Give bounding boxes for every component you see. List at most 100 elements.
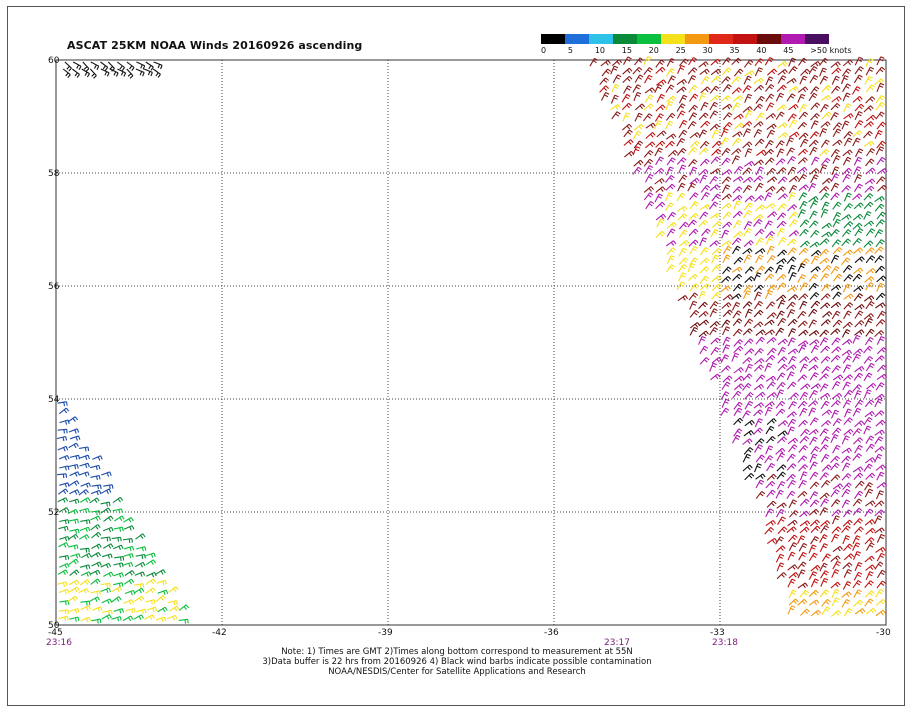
wind-barb	[742, 453, 751, 463]
wind-barb	[776, 282, 787, 291]
wind-barb	[841, 120, 850, 130]
wind-barb	[699, 174, 708, 184]
wind-barb	[808, 544, 817, 554]
wind-barb	[135, 68, 145, 77]
wind-barb	[798, 57, 808, 66]
wind-barb	[688, 213, 699, 221]
wind-barb	[788, 103, 799, 111]
wind-barb	[819, 186, 830, 194]
wind-barb	[841, 68, 852, 77]
wind-barb	[874, 561, 884, 570]
wind-barb	[687, 182, 696, 192]
wind-barb	[853, 156, 863, 166]
wind-barb	[776, 572, 787, 580]
wind-barb	[831, 588, 840, 598]
wind-barb	[865, 158, 875, 167]
wind-barb	[787, 564, 798, 571]
wind-barb	[69, 489, 80, 495]
wind-barb	[167, 600, 178, 606]
wind-barb	[788, 175, 800, 183]
wind-barb	[853, 571, 863, 581]
wind-barb	[744, 308, 753, 318]
wind-barb	[841, 455, 851, 464]
wind-barb	[610, 65, 619, 75]
wind-barb	[863, 463, 873, 472]
wind-barb	[865, 571, 874, 581]
wind-barb	[797, 340, 809, 347]
wind-barb	[775, 92, 785, 102]
wind-barb	[786, 147, 795, 156]
wind-barb	[820, 103, 829, 113]
wind-barb	[722, 254, 731, 264]
wind-barb	[753, 77, 764, 85]
wind-barb	[852, 407, 862, 417]
wind-barb	[742, 176, 754, 184]
wind-barb	[688, 112, 698, 121]
wind-barb	[666, 58, 676, 67]
wind-barb	[842, 535, 851, 545]
wind-barb	[134, 561, 146, 568]
wind-barb	[842, 482, 852, 491]
wind-barb	[732, 194, 743, 202]
wind-barb	[755, 479, 765, 489]
wind-barb	[842, 562, 853, 570]
wind-barb	[875, 464, 886, 471]
wind-barb	[865, 96, 876, 104]
wind-barb	[678, 119, 688, 129]
wind-barb	[810, 249, 822, 257]
wind-barb	[865, 527, 876, 535]
wind-barb	[743, 209, 753, 219]
wind-barb	[777, 363, 788, 372]
wind-barb	[700, 120, 711, 128]
wind-barb	[863, 240, 874, 248]
wind-barb	[864, 276, 875, 283]
wind-barb	[601, 68, 612, 77]
wind-barb	[842, 355, 852, 364]
wind-barb	[798, 445, 809, 453]
wind-barb	[732, 102, 741, 111]
wind-barb	[797, 490, 808, 499]
wind-barb	[753, 402, 765, 409]
legend-tick-label: 0	[541, 46, 547, 55]
wind-barb	[852, 237, 862, 246]
wind-barb	[68, 464, 79, 470]
wind-barb	[688, 228, 699, 237]
wind-barb	[676, 281, 686, 291]
wind-barb	[819, 507, 829, 516]
wind-barb	[842, 83, 851, 93]
wind-barb	[79, 454, 90, 461]
wind-barb	[764, 57, 774, 66]
wind-barb	[832, 139, 843, 147]
wind-barb	[842, 519, 853, 527]
wind-barb	[864, 590, 875, 598]
y-tick-label: 50	[48, 621, 60, 631]
wind-barb	[700, 76, 710, 85]
wind-barb	[797, 263, 806, 272]
wind-barb	[765, 480, 776, 489]
wind-barb	[709, 201, 719, 210]
wind-barb	[797, 173, 808, 183]
wind-barb	[797, 209, 806, 218]
wind-barb	[732, 273, 743, 281]
wind-barb	[623, 139, 634, 146]
wind-barb	[721, 184, 731, 194]
wind-barb	[754, 228, 765, 237]
wind-barb	[645, 173, 654, 183]
wind-barb	[754, 58, 764, 67]
wind-barb	[100, 582, 111, 588]
wind-barb	[764, 157, 775, 165]
wind-barb	[56, 435, 68, 442]
wind-barb	[699, 275, 709, 284]
wind-barb	[765, 230, 775, 239]
wind-barb	[621, 102, 632, 111]
wind-barb	[688, 56, 698, 66]
wind-barb	[742, 373, 753, 381]
wind-barb	[821, 84, 832, 93]
wind-barb	[843, 103, 852, 113]
wind-barb	[875, 319, 886, 327]
wind-barb	[865, 167, 876, 175]
wind-barb	[809, 131, 820, 139]
wind-barb	[820, 400, 830, 410]
wind-barb	[634, 57, 644, 66]
wind-barb	[841, 339, 853, 346]
